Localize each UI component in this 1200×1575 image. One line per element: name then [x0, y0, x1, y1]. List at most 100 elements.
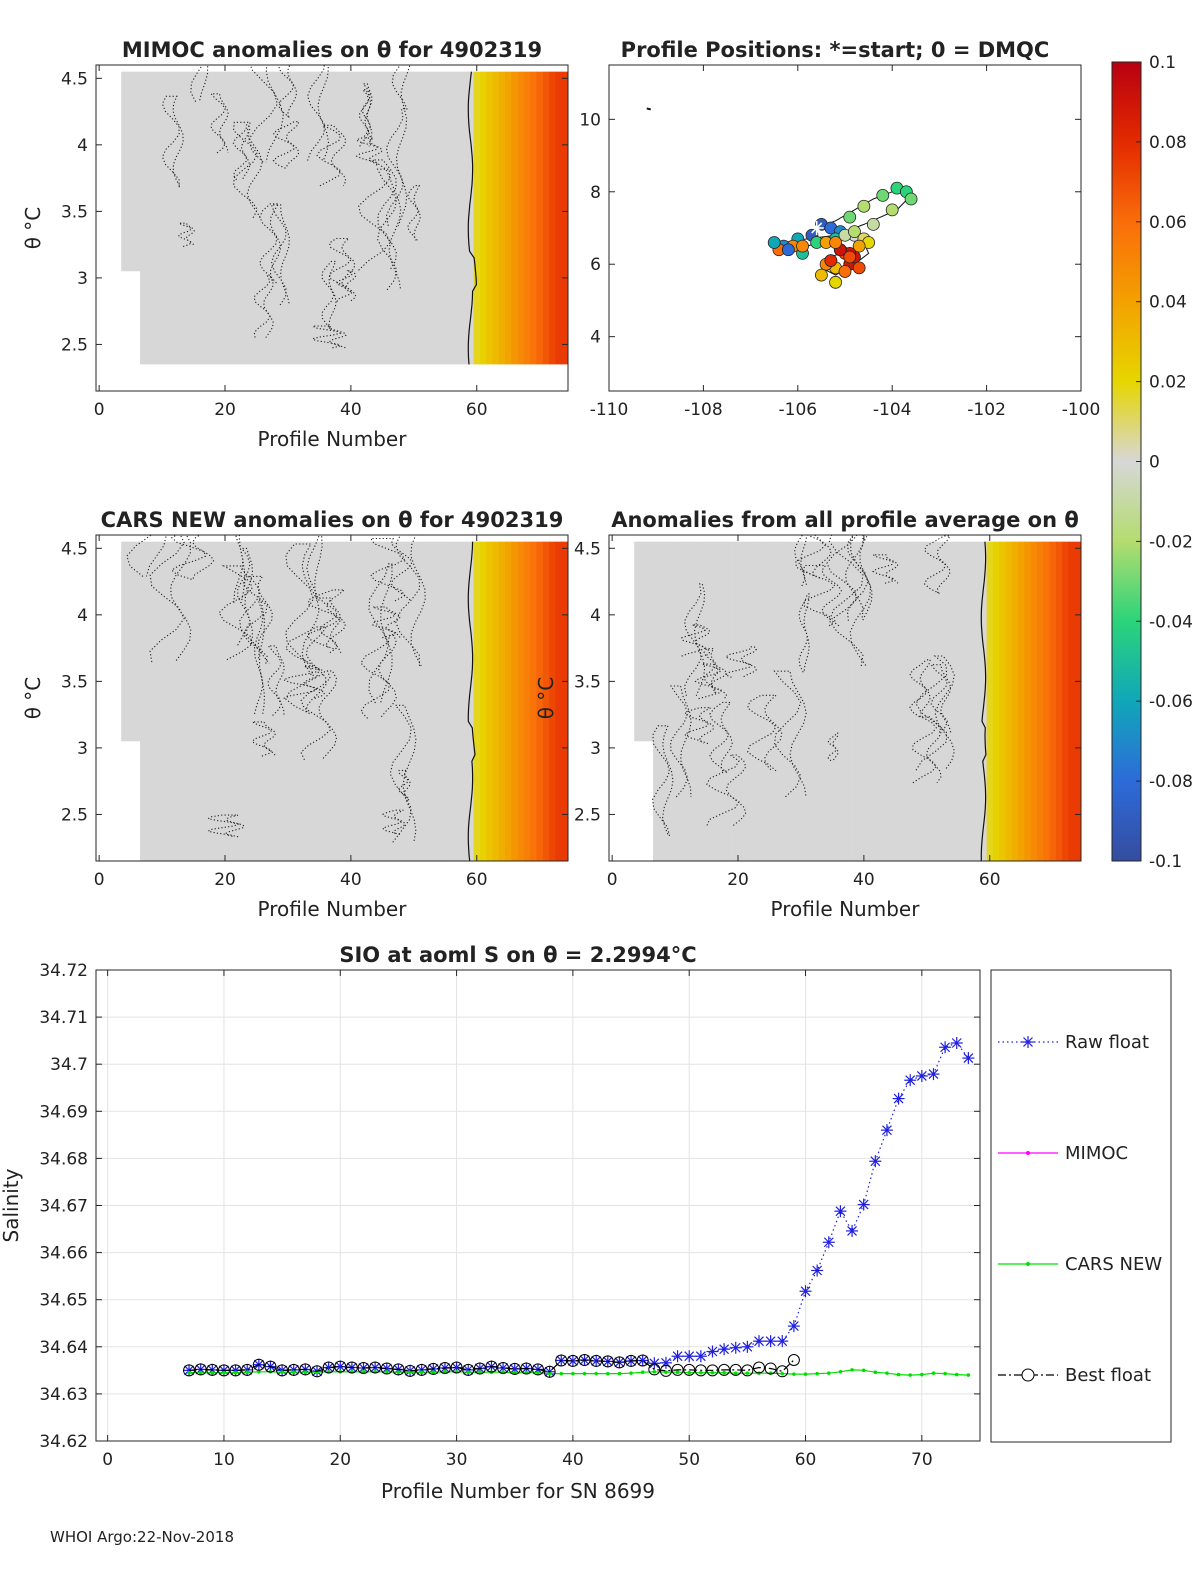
- heatmap-column: [196, 541, 204, 861]
- data-point: [908, 1373, 913, 1377]
- data-point: [640, 1370, 645, 1375]
- heatmap-column: [303, 71, 311, 365]
- heatmap-column: [860, 541, 868, 861]
- data-point: [741, 1340, 754, 1353]
- heatmap-column: [360, 541, 368, 861]
- heatmap-column: [272, 541, 280, 861]
- colorbar-tick-label: -0.04: [1149, 612, 1193, 632]
- data-point-stroke: [742, 1341, 753, 1352]
- heatmap-column: [347, 71, 355, 365]
- y-axis-tick-label: 4: [77, 136, 88, 156]
- heatmap-column: [671, 541, 679, 861]
- data-point: [369, 1361, 382, 1374]
- anomaly-contour: [694, 663, 728, 700]
- heatmap-column: [822, 541, 830, 861]
- data-point: [699, 1370, 703, 1375]
- heatmap-column: [511, 541, 519, 861]
- outlier-point: [646, 107, 652, 111]
- heatmap-column: [215, 71, 223, 365]
- data-point: [834, 1205, 847, 1218]
- heatmap-column: [1062, 541, 1070, 861]
- data-point: [419, 1370, 424, 1375]
- x-axis-tick-label: 0: [607, 870, 618, 890]
- heatmap-column: [303, 541, 311, 861]
- anomaly-contour: [798, 593, 810, 673]
- data-point: [466, 1370, 471, 1375]
- legend-frame: [990, 969, 1172, 1443]
- data-point: [578, 1353, 591, 1366]
- heatmap-column: [127, 71, 135, 272]
- colorbar-tick-label: -0.1: [1149, 852, 1182, 872]
- profile-marker: [838, 265, 852, 278]
- y-axis-tick-label: 3.5: [61, 672, 88, 692]
- data-point: [664, 1370, 668, 1375]
- heatmap-column: [785, 541, 793, 861]
- data-point: [803, 1372, 808, 1376]
- data-point: [183, 1364, 196, 1377]
- data-point: [450, 1361, 463, 1374]
- y-axis-tick-label: 3.5: [574, 672, 601, 692]
- heatmap-column: [640, 541, 648, 742]
- y-axis-tick-label: 34.69: [39, 1102, 88, 1122]
- heatmap-column: [1011, 541, 1019, 861]
- heatmap-column: [259, 71, 267, 365]
- heatmap-column: [1055, 541, 1063, 861]
- y-axis-tick-label: 6: [590, 255, 601, 275]
- heatmap-column: [423, 71, 431, 365]
- heatmap-column: [461, 71, 468, 365]
- heatmap-column: [215, 541, 223, 861]
- y-axis-tick-label: 34.7: [50, 1055, 88, 1075]
- x-axis-tick-label: 40: [340, 870, 362, 890]
- data-point: [896, 1372, 901, 1377]
- data-point: [787, 1353, 800, 1366]
- anomaly-contour: [311, 325, 347, 349]
- heatmap-column: [448, 541, 456, 861]
- heatmap-column: [709, 541, 717, 861]
- profile-marker: [866, 217, 880, 231]
- heatmap-column: [398, 541, 405, 861]
- heatmap-column: [530, 541, 538, 861]
- profile-marker: [857, 199, 871, 213]
- heatmap-column: [435, 71, 443, 365]
- data-point-stroke: [323, 1362, 334, 1373]
- data-point: [815, 1371, 819, 1376]
- data-point: [241, 1363, 254, 1376]
- data-point-stroke: [451, 1362, 462, 1373]
- salinity-body: [183, 1037, 975, 1378]
- heatmap-column: [385, 541, 393, 861]
- heatmap-column: [121, 541, 129, 742]
- anomaly-contour: [285, 543, 320, 677]
- heatmap-column: [549, 71, 557, 365]
- y-axis-tick-label: 34.65: [39, 1291, 88, 1311]
- heatmap-column: [678, 541, 686, 861]
- data-point-stroke: [905, 1075, 916, 1086]
- heatmap-column: [1049, 541, 1057, 861]
- heatmap-column: [284, 71, 292, 365]
- x-axis-tick-label: 40: [340, 400, 362, 420]
- heatmap-column: [804, 541, 811, 861]
- data-point-stroke: [870, 1156, 881, 1167]
- profile-marker: [876, 188, 890, 202]
- heatmap-column: [202, 71, 210, 365]
- data-point: [280, 1370, 284, 1375]
- data-point: [311, 1365, 323, 1378]
- profile-marker: [824, 254, 838, 268]
- heatmap-column: [766, 541, 774, 861]
- series-best-float: [183, 1353, 800, 1378]
- anomaly-contour: [669, 685, 692, 798]
- anomaly-contour: [368, 563, 393, 704]
- series-raw-float: [183, 1037, 975, 1378]
- data-point: [276, 1364, 289, 1377]
- heatmap-column: [297, 541, 305, 861]
- anomaly-contour: [272, 121, 300, 169]
- data-point-stroke: [288, 1364, 299, 1375]
- data-point: [718, 1343, 731, 1356]
- data-point: [532, 1363, 544, 1376]
- heatmap-column: [165, 541, 173, 861]
- data-point-stroke: [777, 1336, 788, 1347]
- data-point: [659, 1364, 672, 1377]
- anomaly-contour: [253, 599, 265, 715]
- heatmap-column: [133, 541, 141, 742]
- y-axis-tick-label: 4: [590, 606, 601, 626]
- data-point-stroke: [951, 1038, 962, 1048]
